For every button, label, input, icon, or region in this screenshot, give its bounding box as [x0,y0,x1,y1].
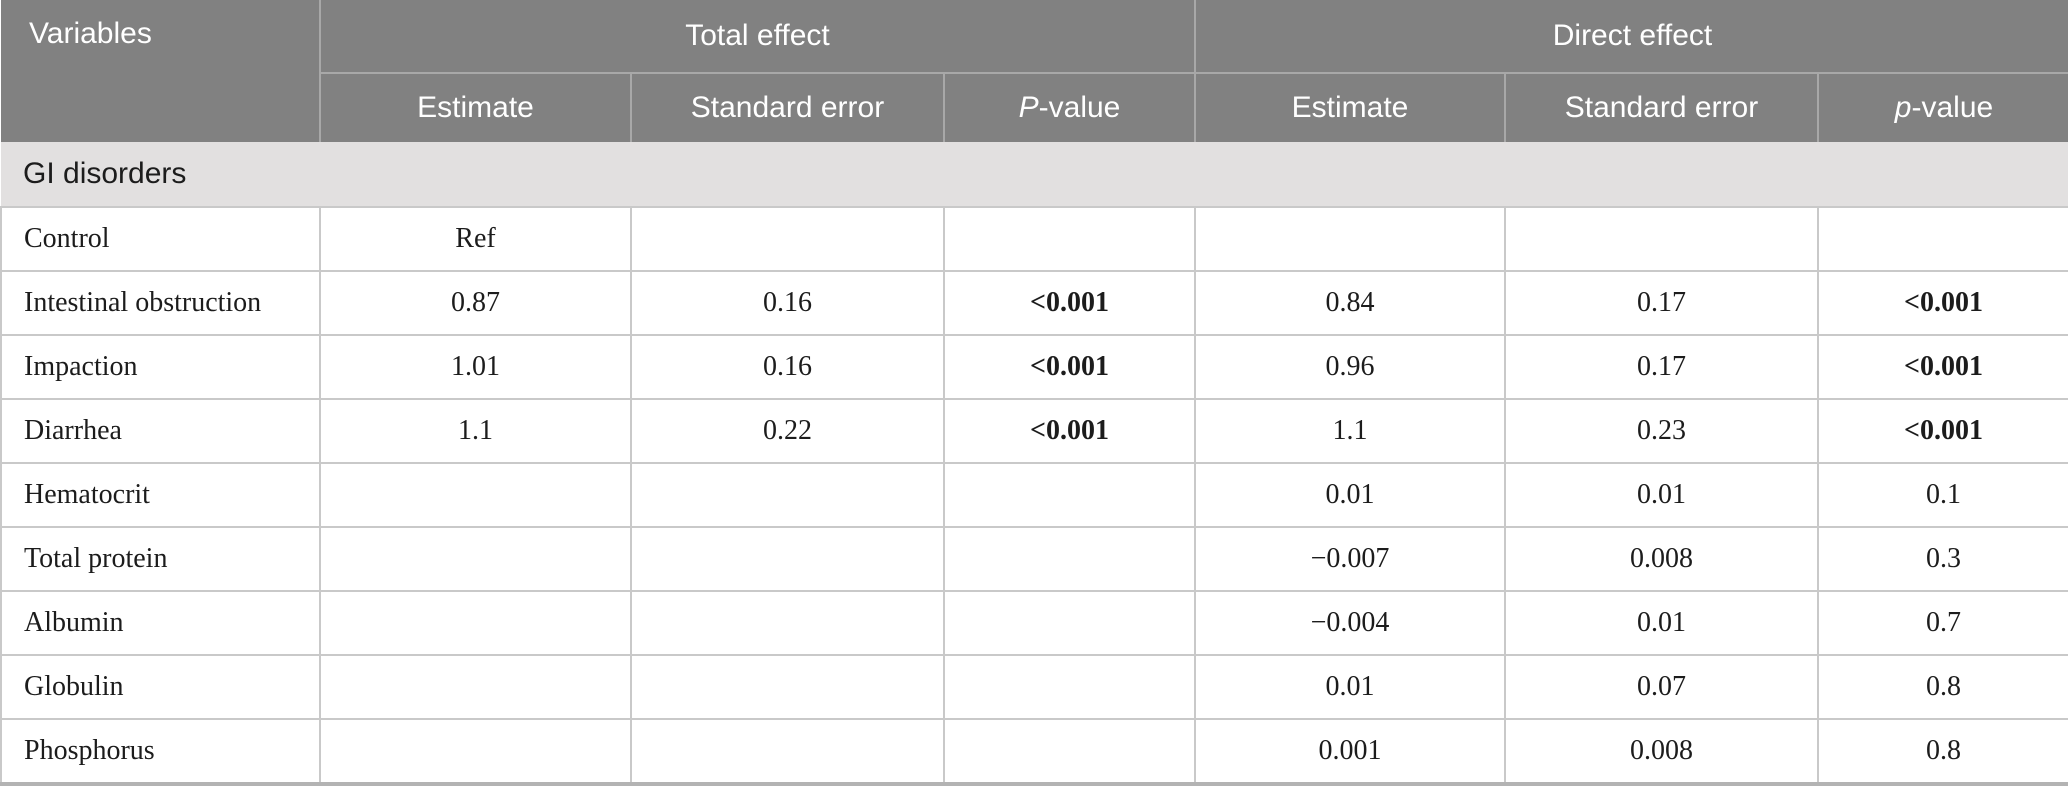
cell-total-standard-error [630,206,945,272]
cell-total-estimate [319,718,632,786]
row-label: Globulin [0,654,321,720]
cell-total-estimate: Ref [319,206,632,272]
cell-direct-standard-error: 0.01 [1504,590,1819,656]
cell-direct-standard-error: 0.17 [1504,334,1819,400]
cell-direct-estimate: 0.96 [1194,334,1506,400]
cell-direct-estimate: 0.84 [1194,270,1506,336]
cell-total-p-value [943,526,1196,592]
header-row-groups: Variables Total effect Direct effect [1,0,2068,142]
cell-direct-estimate: −0.007 [1194,526,1506,592]
cell-direct-p-value: 0.1 [1817,462,2068,528]
p-value-symbol: P [1018,91,1039,124]
cell-total-estimate [319,526,632,592]
table-row-intestinal-obstruction: Intestinal obstruction 0.87 0.16 <0.001 … [0,270,2068,336]
row-label: Diarrhea [0,398,321,464]
table-row-control: Control Ref [0,206,2068,272]
col-header-direct-estimate: Estimate [1194,72,1506,142]
p-value-symbol: p [1894,91,1912,124]
col-header-total-estimate: Estimate [320,72,632,142]
cell-total-p-value [943,206,1196,272]
cell-total-estimate [319,590,632,656]
cell-direct-standard-error: 0.01 [1504,462,1819,528]
cell-total-standard-error: 0.22 [630,398,945,464]
table-row-phosphorus: Phosphorus 0.001 0.008 0.8 [0,718,2068,786]
cell-direct-standard-error: 0.008 [1504,526,1819,592]
table-row-albumin: Albumin −0.004 0.01 0.7 [0,590,2068,656]
cell-direct-estimate: 0.001 [1194,718,1506,786]
cell-total-p-value: <0.001 [943,334,1196,400]
cell-total-p-value: <0.001 [943,270,1196,336]
cell-direct-p-value: 0.8 [1817,654,2068,720]
cell-direct-p-value: 0.3 [1817,526,2068,592]
cell-total-standard-error [630,654,945,720]
cell-total-estimate: 1.1 [319,398,632,464]
cell-direct-standard-error: 0.17 [1504,270,1819,336]
cell-direct-p-value: <0.001 [1817,334,2068,400]
cell-total-p-value: <0.001 [943,398,1196,464]
cell-total-p-value [943,718,1196,786]
col-header-direct-standard-error: Standard error [1504,72,1819,142]
cell-direct-estimate: −0.004 [1194,590,1506,656]
section-label: GI disorders [1,142,2068,208]
cell-total-p-value [943,590,1196,656]
cell-total-p-value [943,654,1196,720]
cell-total-estimate [319,654,632,720]
cell-direct-standard-error: 0.07 [1504,654,1819,720]
col-group-direct-effect: Direct effect [1194,0,2068,73]
cell-total-estimate: 0.87 [319,270,632,336]
cell-direct-standard-error [1504,206,1819,272]
table-header: Variables Total effect Direct effect Est… [1,0,2068,142]
cell-total-standard-error: 0.16 [630,334,945,400]
row-label: Control [0,206,321,272]
row-label: Impaction [0,334,321,400]
cell-direct-estimate: 0.01 [1194,462,1506,528]
cell-direct-p-value: <0.001 [1817,270,2068,336]
p-value-suffix: -value [1038,91,1121,124]
table-row-diarrhea: Diarrhea 1.1 0.22 <0.001 1.1 0.23 <0.001 [0,398,2068,464]
table-row-impaction: Impaction 1.01 0.16 <0.001 0.96 0.17 <0.… [0,334,2068,400]
cell-direct-p-value: 0.8 [1817,718,2068,786]
cell-direct-p-value [1817,206,2068,272]
cell-direct-estimate [1194,206,1506,272]
row-label: Hematocrit [0,462,321,528]
row-label: Albumin [0,590,321,656]
cell-total-standard-error: 0.16 [630,270,945,336]
col-group-total-effect: Total effect [319,0,1196,73]
cell-direct-standard-error: 0.008 [1504,718,1819,786]
cell-total-estimate [319,462,632,528]
cell-total-standard-error [630,590,945,656]
row-label: Phosphorus [0,718,321,786]
section-row-gi-disorders: GI disorders [1,142,2068,208]
header-row-subcolumns: Estimate Standard error P-value Estimate… [1,72,2068,142]
table-row-globulin: Globulin 0.01 0.07 0.8 [0,654,2068,720]
row-label: Intestinal obstruction [0,270,321,336]
p-value-suffix: -value [1911,91,1994,124]
table-row-hematocrit: Hematocrit 0.01 0.01 0.1 [0,462,2068,528]
cell-total-standard-error [630,718,945,786]
cell-direct-p-value: <0.001 [1817,398,2068,464]
col-header-direct-p-value: p-value [1817,72,2068,142]
cell-direct-p-value: 0.7 [1817,590,2068,656]
cell-total-standard-error [630,526,945,592]
cell-total-p-value [943,462,1196,528]
col-header-total-standard-error: Standard error [630,72,945,142]
table-body: GI disorders Control Ref Intestinal obst… [0,142,2068,786]
table-row-total-protein: Total protein −0.007 0.008 0.3 [0,526,2068,592]
cell-direct-standard-error: 0.23 [1504,398,1819,464]
cell-total-estimate: 1.01 [319,334,632,400]
cell-direct-estimate: 0.01 [1194,654,1506,720]
col-header-variables: Variables [1,0,321,142]
row-label: Total protein [0,526,321,592]
cell-total-standard-error [630,462,945,528]
cell-direct-estimate: 1.1 [1194,398,1506,464]
col-header-total-p-value: P-value [943,72,1196,142]
